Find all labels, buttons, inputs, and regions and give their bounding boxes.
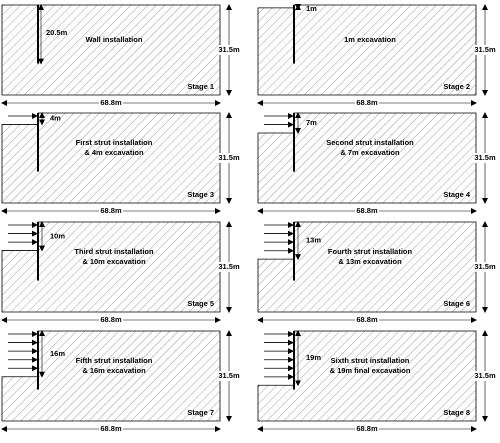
label-bg: [355, 98, 379, 108]
height-label: 31.5m: [474, 153, 496, 162]
width-label: 68.8m: [100, 98, 122, 107]
height-label: 31.5m: [474, 262, 496, 271]
description: & 10m excavation: [82, 257, 146, 266]
stage-label: Stage 5: [187, 299, 214, 308]
description: First strut installation: [76, 138, 153, 147]
description: Wall installation: [86, 35, 143, 44]
height-label: 31.5m: [218, 45, 240, 54]
description: Sixth strut installation: [331, 356, 410, 365]
stage-panel: 19m Sixth strut installation& 19m final e…: [257, 330, 496, 434]
stage-panel: 13m Fourth strut installation& 13m excava…: [257, 221, 496, 325]
height-label: 31.5m: [474, 371, 496, 380]
stage-panel: 20.5m Wall installation Stage 1 31.5m 68.8m: [1, 3, 240, 108]
stage-label: Stage 7: [187, 408, 214, 417]
stage-label: Stage 4: [443, 190, 471, 199]
label-bg: [99, 206, 123, 216]
stage-panel: 1m 1m excavation Stage 2 31.5m 68.8m: [257, 4, 496, 108]
label-bg: [218, 262, 240, 272]
description: & 19m final excavation: [330, 366, 411, 375]
depth-label: 19m: [306, 353, 321, 362]
label-bg: [355, 206, 379, 216]
height-label: 31.5m: [218, 262, 240, 271]
label-bg: [218, 371, 240, 381]
height-label: 31.5m: [474, 45, 496, 54]
description: 1m excavation: [344, 35, 396, 44]
depth-label: 13m: [306, 236, 321, 245]
description: & 13m excavation: [338, 257, 402, 266]
stage-panel: 7m Second strut installation& 7m excavati…: [257, 112, 496, 216]
label-bg: [99, 424, 123, 434]
description: Fourth strut installation: [328, 247, 413, 256]
depth-label: 1m: [306, 4, 317, 13]
height-label: 31.5m: [218, 153, 240, 162]
width-label: 68.8m: [356, 98, 378, 107]
width-label: 68.8m: [100, 206, 122, 215]
description: & 7m excavation: [340, 148, 400, 157]
depth-label: 16m: [50, 349, 65, 358]
label-bg: [474, 45, 496, 55]
description: Third strut installation: [74, 247, 154, 256]
wall-label: 20.5m: [46, 28, 68, 37]
label-bg: [474, 262, 496, 272]
description: Fifth strut installation: [76, 356, 153, 365]
description: Second strut installation: [326, 138, 414, 147]
stage-panel: 16m Fifth strut installation& 16m excavat…: [1, 330, 240, 434]
stage-label: Stage 1: [187, 82, 214, 91]
width-label: 68.8m: [356, 424, 378, 433]
stage-label: Stage 6: [443, 299, 470, 308]
label-bg: [218, 153, 240, 163]
label-bg: [218, 45, 240, 55]
description: & 4m excavation: [84, 148, 144, 157]
label-bg: [99, 315, 123, 325]
width-label: 68.8m: [100, 315, 122, 324]
depth-label: 4m: [50, 114, 61, 123]
stage-label: Stage 3: [187, 190, 214, 199]
depth-label: 7m: [306, 118, 317, 127]
width-label: 68.8m: [356, 315, 378, 324]
stage-panel: 4m First strut installation& 4m excavatio…: [1, 112, 240, 216]
label-bg: [474, 153, 496, 163]
stage-panel: 10m Third strut installation& 10m excavat…: [1, 221, 240, 325]
label-bg: [355, 424, 379, 434]
width-label: 68.8m: [100, 424, 122, 433]
soil: [1, 4, 221, 96]
stage-label: Stage 2: [443, 82, 470, 91]
depth-label: 10m: [50, 231, 65, 240]
label-bg: [99, 98, 123, 108]
label-bg: [355, 315, 379, 325]
label-bg: [474, 371, 496, 381]
description: & 16m excavation: [82, 366, 146, 375]
width-label: 68.8m: [356, 206, 378, 215]
stage-label: Stage 8: [443, 408, 470, 417]
height-label: 31.5m: [218, 371, 240, 380]
